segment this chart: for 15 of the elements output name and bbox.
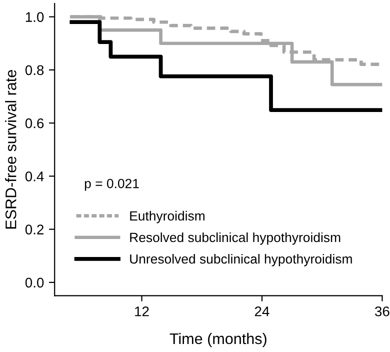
x-axis-title: Time (months) xyxy=(170,332,266,348)
x-tick-label: 24 xyxy=(254,306,270,316)
y-tick-label: 1.0 xyxy=(26,12,44,22)
y-tick-label: 0.0 xyxy=(25,278,44,288)
y-tick-label: 0.6 xyxy=(25,118,44,128)
y-axis-title: ESRD-free survival rate xyxy=(5,70,16,229)
legend-label: Resolved subclinical hypothyroidism xyxy=(130,232,340,245)
legend-label: Unresolved subclinical hypothyroidism xyxy=(130,254,352,266)
y-tick-label: 0.2 xyxy=(25,224,44,234)
x-tick-label: 36 xyxy=(375,306,390,316)
y-tick-label: 0.8 xyxy=(25,65,44,76)
x-tick-label: 12 xyxy=(135,306,149,316)
legend-label: Euthyroidism xyxy=(130,210,204,224)
y-tick-label: 0.4 xyxy=(25,171,44,182)
annotation: p = 0.021 xyxy=(84,178,139,191)
